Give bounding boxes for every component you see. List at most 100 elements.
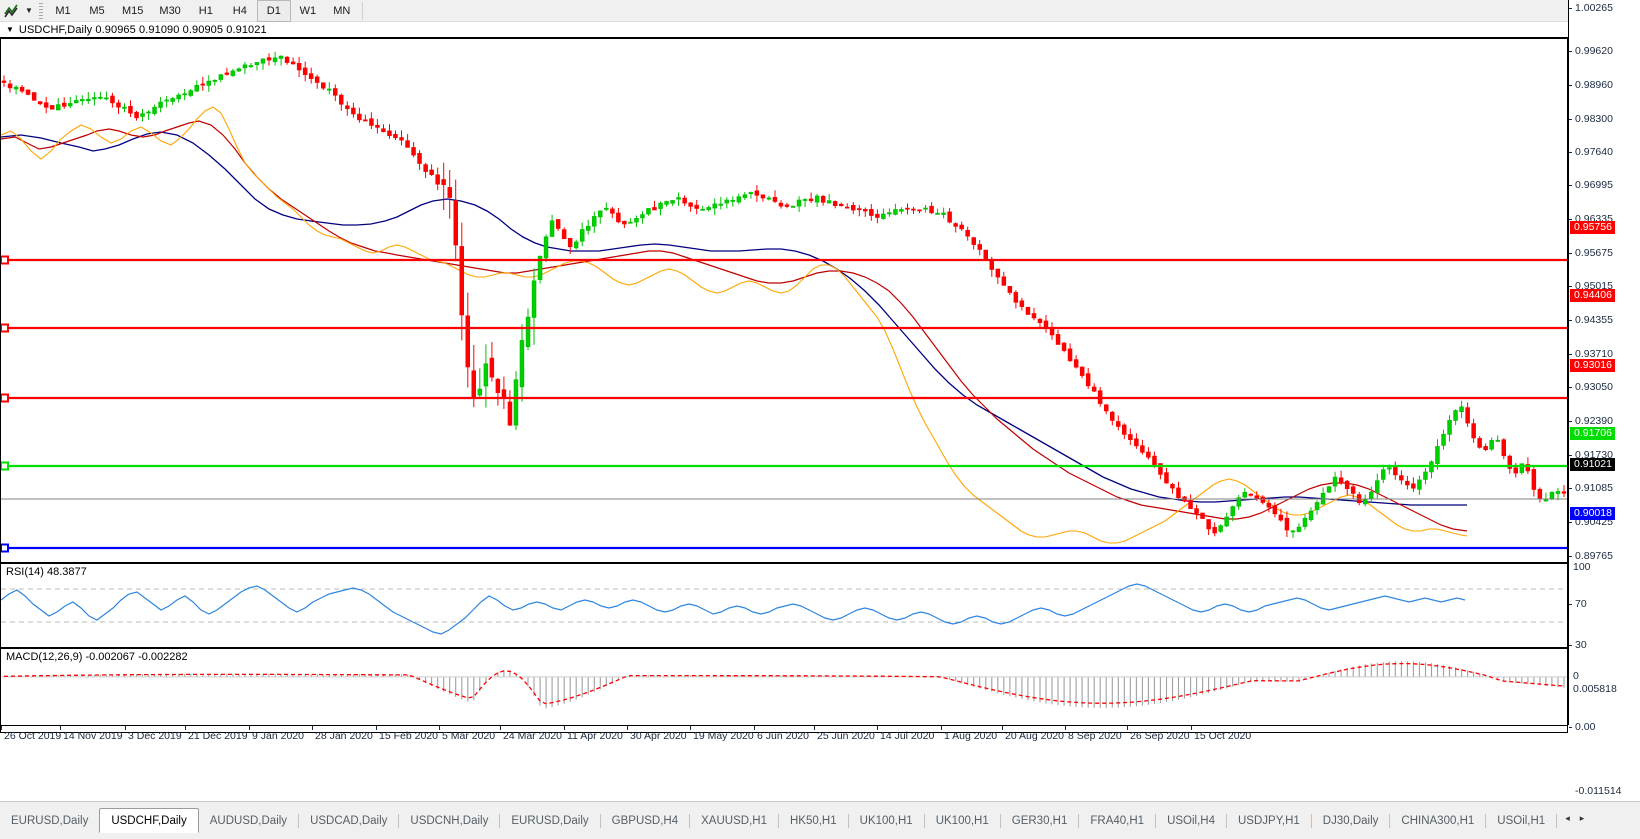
tab-separator [1078, 814, 1080, 828]
macd-pane[interactable]: MACD(12,26,9) -0.002067 -0.002282 [0, 648, 1568, 733]
tab-usdcnh-daily[interactable]: USDCNH,Daily [410, 814, 489, 827]
tab-usdcad-daily[interactable]: USDCAD,Daily [310, 814, 388, 827]
candle-body [688, 202, 693, 207]
candle-body [1158, 463, 1163, 475]
chevron-down-icon[interactable]: ▼ [6, 24, 14, 34]
candle-body [1194, 508, 1199, 514]
candle-body [1507, 455, 1513, 469]
candle-body [134, 111, 139, 119]
level-lines[interactable] [1, 39, 1567, 562]
level-badge-resistance-3[interactable]: 0.93016 [1570, 359, 1615, 372]
candle-body [236, 68, 242, 72]
candle-body [1260, 496, 1266, 503]
price-tick: 0.95675 [1569, 248, 1613, 259]
tab-eurusd-daily-1[interactable]: EURUSD,Daily [11, 814, 89, 827]
tab-usoil-h1[interactable]: USOil,H1 [1497, 814, 1546, 827]
timeframe-h4[interactable]: H4 [232, 4, 247, 17]
candle-body [37, 101, 43, 105]
tab-dj30-daily[interactable]: DJ30,Daily [1322, 814, 1379, 827]
timeframe-d1[interactable]: D1 [256, 0, 291, 22]
candle-body [754, 190, 760, 196]
candle-body [1338, 477, 1344, 483]
timeframe-m15[interactable]: M15 [122, 4, 144, 17]
candle-body [393, 133, 398, 139]
candle-body [1110, 411, 1115, 421]
candle-body [730, 199, 736, 202]
candlestick-series [1, 51, 1567, 538]
tab-scroll-controls: ◂ ▸ [1557, 813, 1592, 824]
candle-body [495, 378, 501, 393]
tab-usoil-h4[interactable]: USOil,H4 [1167, 814, 1215, 827]
toolbar-grip-handle[interactable] [36, 2, 46, 20]
tab-scroll-right-icon[interactable]: ▸ [1579, 813, 1585, 823]
tab-usdjpy-h1[interactable]: USDJPY,H1 [1238, 814, 1300, 827]
candle-body [1031, 313, 1037, 319]
timeframe-m5[interactable]: M5 [89, 4, 105, 17]
level-drag-handle [1, 255, 9, 265]
candle-body [56, 104, 61, 111]
candle-body [700, 208, 705, 211]
candle-body [483, 363, 489, 387]
candle-body [742, 194, 748, 198]
candle-body [1477, 438, 1482, 448]
candle-body [441, 179, 446, 186]
tab-china300-h1[interactable]: CHINA300,H1 [1401, 814, 1475, 827]
candle-body [1007, 285, 1013, 293]
timeframe-mn[interactable]: MN [333, 4, 351, 17]
rsi-label: RSI(14) 48.3877 [6, 566, 87, 578]
candle-body [1381, 469, 1386, 480]
date-label: 28 Jan 2020 [315, 730, 373, 742]
tab-usdchf-daily[interactable]: USDCHF,Daily [99, 808, 199, 833]
candle-body [477, 388, 483, 396]
timeframe-m30[interactable]: M30 [159, 4, 181, 17]
candle-body [1561, 491, 1567, 494]
candle-body [62, 102, 67, 107]
candle-body [158, 101, 163, 108]
candle-body [489, 357, 495, 378]
dropdown-caret-icon[interactable]: ▼ [25, 6, 33, 15]
candle-body [1248, 493, 1254, 496]
candle-body [110, 95, 115, 104]
candle-body [363, 119, 368, 122]
candle-body [381, 128, 386, 133]
ma-mid-line [1, 120, 1468, 532]
price-scale[interactable]: 1.00265 0.99620 0.98960 0.98300 0.97640 … [1568, 0, 1640, 733]
candle-body [1206, 519, 1211, 530]
date-label: 25 Jun 2020 [817, 730, 875, 742]
candle-body [718, 203, 724, 206]
tab-hk50-h1[interactable]: HK50,H1 [789, 814, 837, 827]
timeframe-m1[interactable]: M1 [55, 4, 71, 17]
level-badge-resistance-2[interactable]: 0.94406 [1570, 289, 1615, 302]
tab-scroll-left-icon[interactable]: ◂ [1565, 813, 1570, 823]
charts-icon[interactable] [0, 1, 22, 21]
candle-body [628, 221, 633, 224]
timeframe-w1[interactable]: W1 [299, 4, 317, 17]
date-label: 15 Oct 2020 [1194, 730, 1252, 742]
tab-audusd-daily[interactable]: AUDUSD,Daily [209, 814, 288, 827]
tab-uk100-h1-2[interactable]: UK100,H1 [935, 814, 989, 827]
candle-body [369, 118, 374, 126]
candle-body [965, 229, 970, 237]
price-tick: 0.98300 [1569, 114, 1613, 125]
tab-xauusd-h1[interactable]: XAUUSD,H1 [701, 814, 767, 827]
level-badge-support-2[interactable]: 0.90018 [1570, 507, 1615, 520]
tab-ger30-h1[interactable]: GER30,H1 [1011, 814, 1068, 827]
tab-fra40-h1[interactable]: FRA40,H1 [1090, 814, 1145, 827]
timeframe-h1[interactable]: H1 [198, 4, 213, 17]
candle-body [1146, 451, 1151, 458]
candle-body [1375, 480, 1380, 493]
tab-separator [599, 814, 601, 828]
level-badge-support-1[interactable]: 0.91706 [1570, 427, 1615, 440]
level-badge-resistance-1[interactable]: 0.95756 [1570, 221, 1615, 234]
price-pane[interactable] [0, 38, 1568, 563]
tab-uk100-h1-1[interactable]: UK100,H1 [859, 814, 913, 827]
candle-body [1543, 499, 1549, 502]
candle-body [1314, 502, 1320, 511]
candle-body [49, 105, 55, 110]
candle-body [1073, 359, 1079, 368]
tab-gbpusd-h4[interactable]: GBPUSD,H4 [611, 814, 679, 827]
candle-body [326, 88, 332, 91]
date-label: 11 Apr 2020 [567, 730, 623, 742]
rsi-pane[interactable]: RSI(14) 48.3877 [0, 563, 1568, 648]
tab-eurusd-daily-2[interactable]: EURUSD,Daily [511, 814, 589, 827]
